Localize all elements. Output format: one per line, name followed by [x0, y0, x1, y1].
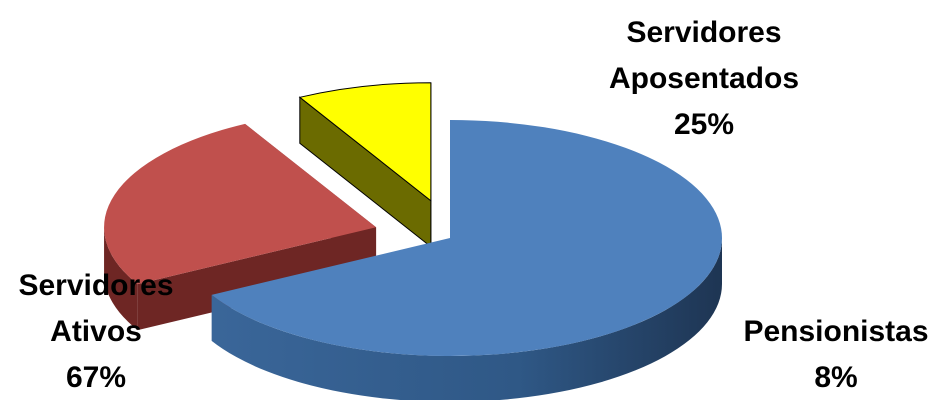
data-label-servidores-aposentados-line1: Servidores	[626, 16, 781, 49]
data-label-servidores-aposentados-line2: Aposentados	[609, 62, 799, 95]
plot-area	[104, 82, 722, 400]
data-label-servidores-ativos-line1: Servidores	[18, 269, 173, 302]
pie-slice-servidores-aposentados	[104, 123, 377, 285]
pie-face-servidores-aposentados-0	[137, 227, 377, 331]
data-label-servidores-aposentados-percent: 25%	[674, 108, 734, 141]
data-label-servidores-ativos-line2: Ativos	[50, 315, 142, 348]
data-label-servidores-ativos-percent: 67%	[66, 361, 126, 394]
legend-labels: Servidores Aposentados 25% Servidores At…	[18, 16, 928, 394]
data-label-pensionistas-percent: 8%	[814, 361, 857, 394]
data-label-pensionistas: Pensionistas	[743, 315, 928, 348]
pie-slice-pensionistas	[298, 82, 432, 202]
pie-slice-servidores-ativos	[211, 120, 722, 356]
pie-side-servidores-aposentados	[104, 227, 138, 331]
pie-side-servidores-ativos	[211, 238, 722, 400]
